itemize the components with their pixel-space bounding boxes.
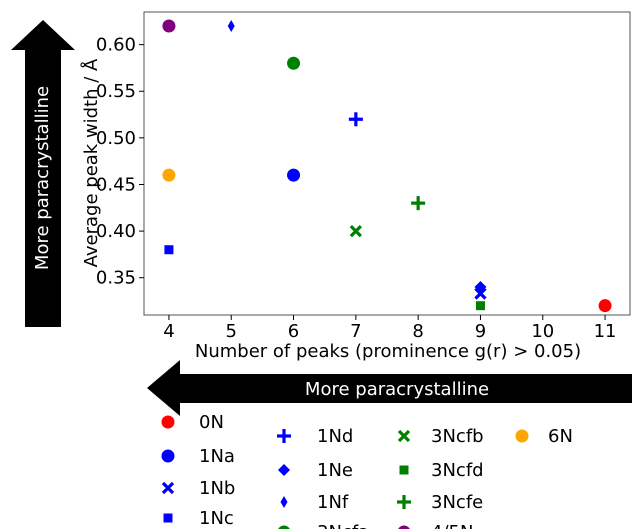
x-axis-label: Number of peaks (prominence g(r) > 0.05)	[195, 341, 581, 362]
x-tick-label: 6	[288, 321, 299, 342]
x-tick-label: 11	[594, 321, 617, 342]
data-point-3ncfa	[287, 56, 301, 70]
x-tick-label: 9	[475, 321, 486, 342]
y-axis-ticks: 0.35 0.40 0.45 0.50 0.55 0.60	[96, 35, 144, 289]
x-tick-label: 7	[350, 321, 361, 342]
legend-label: 3Ncfd	[431, 460, 484, 481]
legend: 0N 1Na 1Nb 1Nc 1Nd 1Ne 1Nf 3Ncfa 3Ncfb 3Ncfd 3Ncfe…	[161, 412, 573, 529]
legend-marker-3ncfb	[397, 429, 411, 443]
legend-label: 1Nd	[317, 426, 353, 447]
legend-marker-3ncfd	[399, 465, 409, 475]
legend-marker-0n	[161, 415, 175, 429]
legend-label: 0N	[199, 412, 224, 433]
data-point-45n	[162, 19, 176, 33]
legend-marker-3ncfe	[397, 495, 411, 509]
x-tick-label: 5	[226, 321, 237, 342]
legend-marker-1nd	[277, 429, 291, 443]
legend-label: 1Na	[199, 446, 235, 467]
y-tick-label: 0.40	[96, 221, 136, 242]
legend-marker-45n	[398, 525, 410, 529]
data-point-0n	[598, 299, 612, 313]
y-tick-label: 0.55	[96, 81, 136, 102]
data-point-1nd	[348, 112, 363, 127]
legend-label: 6N	[548, 426, 573, 447]
legend-marker-1ne	[278, 464, 290, 476]
legend-label: 3Ncfe	[431, 492, 483, 513]
legend-marker-1nc	[163, 513, 173, 523]
legend-label: 3Ncfa	[317, 522, 369, 529]
legend-label: 1Nb	[199, 478, 235, 499]
x-axis-ticks: 4 5 6 7 8 9 10 11	[163, 315, 617, 342]
data-point-1nb	[474, 287, 487, 300]
horizontal-arrow-label: More paracrystalline	[305, 379, 489, 400]
data-point-6n	[162, 168, 176, 182]
data-point-3ncfd	[475, 301, 485, 311]
data-point-3ncfb	[349, 224, 362, 238]
legend-label: 1Ne	[317, 460, 353, 481]
data-point-1nc	[164, 245, 174, 255]
x-tick-label: 4	[163, 321, 174, 342]
vertical-arrow: More paracrystalline	[11, 20, 75, 327]
legend-label: 3Ncfb	[431, 426, 484, 447]
legend-label: 4/5N	[431, 522, 473, 529]
legend-marker-3ncfa	[278, 525, 290, 529]
data-point-1nf	[227, 19, 235, 32]
legend-marker-1nf	[280, 496, 288, 508]
x-tick-label: 10	[531, 321, 554, 342]
plot-area-frame	[143, 11, 631, 316]
legend-marker-6n	[515, 429, 529, 443]
legend-marker-1nb	[161, 481, 175, 495]
data-point-1ne	[474, 281, 487, 294]
y-axis-label: Average peak width / Å	[80, 58, 102, 267]
y-tick-label: 0.50	[96, 128, 136, 149]
y-tick-label: 0.45	[96, 174, 136, 195]
y-tick-label: 0.35	[96, 268, 136, 289]
data-point-3ncfe	[411, 196, 426, 211]
x-tick-label: 8	[412, 321, 423, 342]
legend-label: 1Nf	[317, 492, 349, 513]
data-points	[162, 19, 612, 313]
legend-label: 1Nc	[199, 508, 234, 529]
vertical-arrow-label: More paracrystalline	[32, 86, 53, 270]
horizontal-arrow: More paracrystalline	[147, 360, 632, 416]
data-point-1na	[287, 168, 301, 182]
legend-marker-1na	[161, 449, 175, 463]
y-tick-label: 0.60	[96, 35, 136, 56]
